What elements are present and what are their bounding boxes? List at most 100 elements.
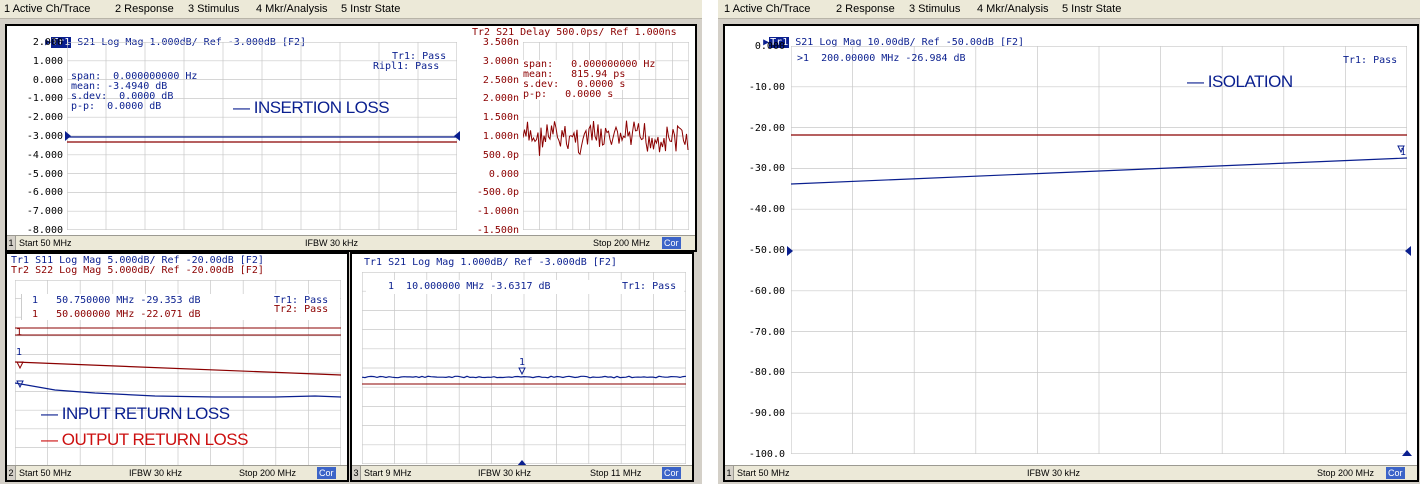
ch3-marker-icon[interactable] [518,367,526,376]
ch4-status-bar: 1 Start 50 MHz IFBW 30 kHz Stop 200 MHz … [725,465,1417,480]
ch3-marker-readout: 1 10.000000 MHz -3.6317 dB Tr1: Pass [366,280,684,294]
axis-tick-label: 1.500n [482,112,519,124]
ch1-tr2-stat-mean: mean: 815.94 ps [523,69,626,80]
ch1-correction-badge[interactable]: Cor [662,237,681,249]
axis-tick-label: 2.000 [32,37,63,48]
ch4-ref-level-marker-right-icon [1405,246,1411,256]
ch2-marker2-readout: 1 50.000000 MHz -22.071 dB [32,309,201,320]
axis-tick-label: -1.000 [26,93,63,105]
ch2-start-freq[interactable]: Start 50 MHz [19,468,72,478]
ch4-tr1-header[interactable]: ▶Tr1 S21 Log Mag 10.00dB/ Ref -50.00dB [… [763,37,1025,48]
menu-response-2[interactable]: 2 Response [836,3,895,15]
axis-tick-label: -40.00 [748,204,785,216]
axis-tick-label: 1.000 [32,55,63,67]
ch3-channel-number[interactable]: 3 [352,466,361,480]
ch1-tr2-stat-sdev: s.dev: 0.0000 s [523,79,626,90]
ch1-tr1-pass: Tr1: Pass [392,51,447,62]
ch3-correction-badge[interactable]: Cor [662,467,681,479]
axis-tick-label: 2.000n [482,93,519,105]
right-analyzer-window: 1 Active Ch/Trace 2 Response 3 Stimulus … [718,0,1420,484]
menu-mkr-analysis[interactable]: 4 Mkr/Analysis [256,3,328,15]
axis-tick-label: -7.000 [26,206,63,218]
axis-tick-label: 0.000 [488,168,519,180]
axis-tick-label: -3.000 [26,131,63,142]
ch2-tr1-header[interactable]: Tr1 S11 Log Mag 5.000dB/ Ref -20.00dB [F… [11,255,264,266]
ch4-stop-marker-icon [1402,450,1412,456]
axis-tick-label: 2.500n [482,74,519,86]
output-return-loss-annotation: — OUTPUT RETURN LOSS [41,430,248,449]
ch4-plot [791,46,1407,454]
ch4-channel-number[interactable]: 1 [725,466,734,480]
ch4-start-freq[interactable]: Start 50 MHz [737,468,790,478]
axis-tick-label: -1.000n [476,206,519,218]
ch1-ifbw[interactable]: IFBW 30 kHz [305,238,359,248]
ch4-ifbw[interactable]: IFBW 30 kHz [1027,468,1081,478]
ch4-marker-num: 1 [1400,147,1407,158]
ch3-tr1-header[interactable]: Tr1 S21 Log Mag 1.000dB/ Ref -3.000dB [F… [364,257,617,268]
menu-active-ch-trace[interactable]: 1 Active Ch/Trace [4,3,91,15]
axis-tick-label: -20.00 [748,122,785,134]
ch1-channel-number[interactable]: 1 [7,236,16,250]
channel-1-insertion-loss-panel[interactable]: ▶Tr1 S21 Log Mag 1.000dB/ Ref -3.000dB [… [5,24,697,252]
tr2-delay-trace [523,120,689,156]
ch4-ref-level-marker-icon [787,246,793,256]
ch4-marker-icon[interactable] [1397,145,1405,154]
axis-tick-label: -60.00 [748,285,785,297]
menu-stimulus-2[interactable]: 3 Stimulus [909,3,961,15]
ch1-stat-sdev: s.dev: 0.0000 dB [71,91,174,102]
menu-active-ch-trace-2[interactable]: 1 Active Ch/Trace [724,3,811,15]
ch2-channel-number[interactable]: 2 [7,466,16,480]
ch2-correction-badge[interactable]: Cor [317,467,336,479]
ch1-stop-freq[interactable]: Stop 200 MHz [593,238,651,248]
ch2-status-bar: 2 Start 50 MHz IFBW 30 kHz Stop 200 MHz … [7,465,347,480]
ref-level-marker-icon [65,131,71,141]
axis-tick-label: -10.00 [748,81,785,93]
axis-tick-label: 3.000n [482,55,519,67]
axis-tick-label: 0.000 [32,74,63,86]
ch1-stat-span: span: 0.000000000 Hz [71,71,198,82]
ch4-stop-freq[interactable]: Stop 200 MHz [1317,468,1375,478]
insertion-loss-annotation: — INSERTION LOSS [233,98,390,117]
axis-tick-label: 0.000 [754,41,785,52]
axis-tick-label: -1.500n [476,225,519,236]
ch2-tr2-header[interactable]: Tr2 S22 Log Mag 5.000dB/ Ref -20.00dB [F… [11,265,264,276]
ch3-start-freq[interactable]: Start 9 MHz [364,468,412,478]
ch3-stop-freq[interactable]: Stop 11 MHz [590,468,642,478]
menu-instr-state[interactable]: 5 Instr State [341,3,401,15]
menu-mkr-analysis-2[interactable]: 4 Mkr/Analysis [977,3,1049,15]
ch2-marker1-readout: 1 50.750000 MHz -29.353 dB [32,295,201,306]
ch1-tr2-stat-span: span: 0.000000000 Hz [523,59,656,70]
axis-tick-label: -30.00 [748,163,785,175]
channel-1-isolation-panel[interactable]: ▶Tr1 S21 Log Mag 10.00dB/ Ref -50.00dB [… [723,24,1419,482]
menu-bar-2: 1 Active Ch/Trace 2 Response 3 Stimulus … [718,0,1420,19]
menu-instr-state-2[interactable]: 5 Instr State [1062,3,1122,15]
axis-tick-label: -50.00 [748,245,785,256]
tr1-input-return-loss-trace [15,382,341,398]
ch1-start-freq[interactable]: Start 50 MHz [19,238,72,248]
ref-level-marker-right-icon [454,131,460,141]
axis-tick-label: -70.00 [748,326,785,338]
ch2-stop-freq[interactable]: Stop 200 MHz [239,468,297,478]
ch2-ifbw[interactable]: IFBW 30 kHz [129,468,183,478]
ch3-ifbw[interactable]: IFBW 30 kHz [478,468,532,478]
ch1-stat-mean: mean: -3.4940 dB [71,81,168,92]
tr1-marker-icon[interactable] [16,380,24,389]
channel-3-narrowband-panel[interactable]: Tr1 S21 Log Mag 1.000dB/ Ref -3.000dB [F… [350,252,694,482]
ch1-left-plot [67,42,457,230]
active-trace-marker-icon: ▶ [45,37,52,48]
ch2-marker2-num: 1 [16,327,23,338]
ch2-marker-readout: 1 50.750000 MHz -29.353 dB 1 50.000000 M… [21,294,340,320]
tr1-badge[interactable]: Tr1 [51,37,72,48]
ch4-marker-readout: >1 200.00000 MHz -26.984 dB [797,53,966,64]
ch4-correction-badge[interactable]: Cor [1386,467,1405,479]
axis-tick-label: -6.000 [26,187,63,199]
tr1-badge-2[interactable]: Tr1 [769,37,790,48]
channel-2-return-loss-panel[interactable]: Tr1 S11 Log Mag 5.000dB/ Ref -20.00dB [F… [5,252,349,482]
tr2-marker-icon[interactable] [16,361,24,370]
ch1-tr2-stat-pp: p-p: 0.0000 s [523,89,614,100]
menu-stimulus[interactable]: 3 Stimulus [188,3,240,15]
ch1-ripple-pass: Ripl1: Pass [373,61,440,72]
ch1-tr2-header[interactable]: Tr2 S21 Delay 500.0ps/ Ref 1.000ns [472,27,677,38]
menu-response[interactable]: 2 Response [115,3,174,15]
ch3-marker-num: 1 [519,357,526,368]
